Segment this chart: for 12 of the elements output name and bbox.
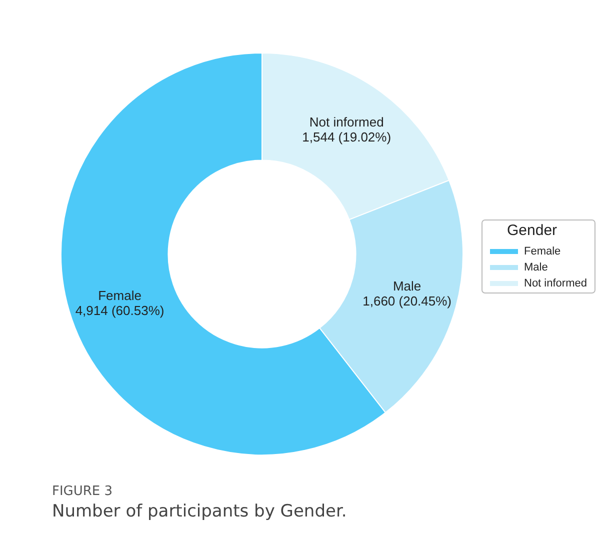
legend-title: Gender <box>507 222 558 239</box>
slice-label: Not informed <box>309 114 384 130</box>
caption: FIGURE 3 <box>52 484 113 499</box>
legend-label: Male <box>524 262 548 274</box>
data-label: 4,914 (60.53%) <box>75 302 164 318</box>
data-label: 1,544 (19.02%) <box>302 130 392 145</box>
legend-label: Female <box>524 246 561 258</box>
text: Number of participants by Gender. <box>52 502 347 522</box>
legend-label: Not informed <box>524 278 587 290</box>
slice-label: Male <box>392 278 422 294</box>
data-label: 1,660 (20.45%) <box>362 294 452 309</box>
slice-label: Female <box>98 288 142 303</box>
